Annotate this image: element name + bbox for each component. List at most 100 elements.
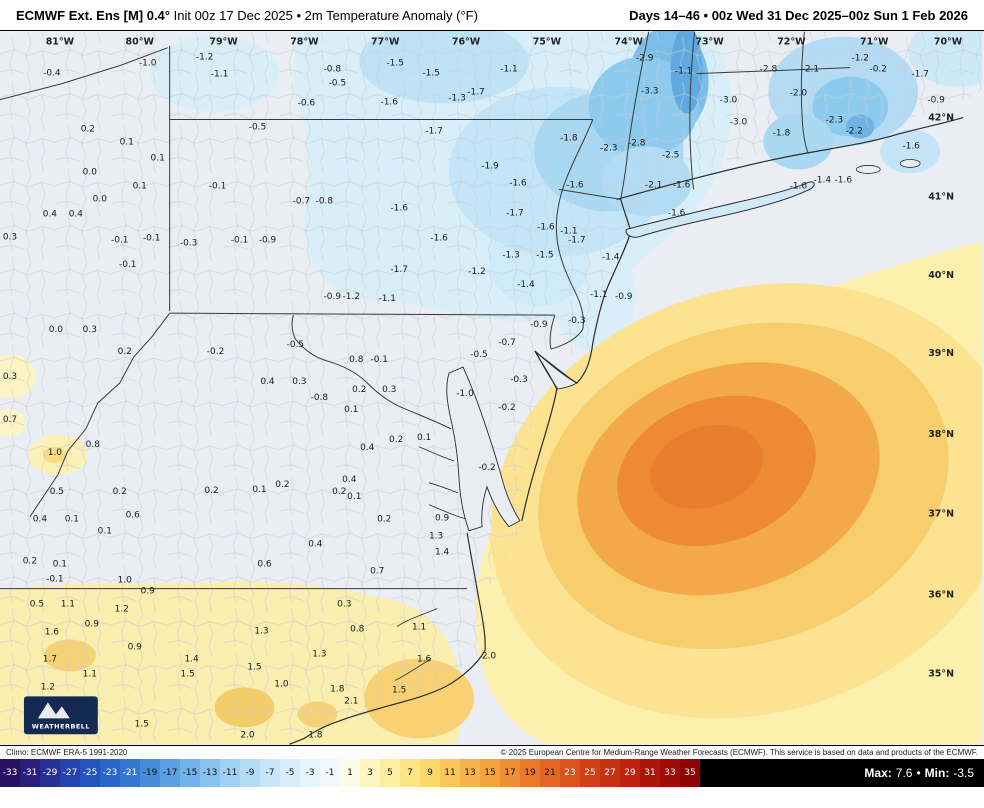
colorbar-tick: -27 xyxy=(60,759,80,787)
latitude-label: 37°N xyxy=(928,509,954,520)
init-subtitle: Init 00z 17 Dec 2025 • 2m Temperature An… xyxy=(170,7,478,23)
anomaly-value: 0.4 xyxy=(33,515,48,525)
anomaly-value: -0.1 xyxy=(231,235,249,245)
anomaly-value: 1.4 xyxy=(184,654,199,664)
anomaly-value: 0.8 xyxy=(86,440,101,450)
colorbar-tick: -33 xyxy=(0,759,20,787)
anomaly-value: -1.2 xyxy=(196,53,214,63)
climo-note: Climo: ECMWF ERA-5 1991-2020 xyxy=(6,748,128,757)
anomaly-value: 1.3 xyxy=(254,627,268,637)
longitude-label: 78°W xyxy=(290,37,319,48)
colorbar-tick: 1 xyxy=(340,759,360,787)
anomaly-value: 0.4 xyxy=(260,377,275,387)
anomaly-value: -1.6 xyxy=(673,180,691,190)
anomaly-value: 0.0 xyxy=(83,167,98,177)
colorbar-tick: 15 xyxy=(480,759,500,787)
valid-range-title: Days 14–46 • 00z Wed 31 Dec 2025–00z Sun… xyxy=(629,7,968,23)
anomaly-value: 0.2 xyxy=(204,486,218,496)
anomaly-value: 0.0 xyxy=(93,194,108,204)
anomaly-value: 0.1 xyxy=(347,492,361,502)
anomaly-value: 0.4 xyxy=(43,209,58,219)
anomaly-value: 1.2 xyxy=(115,605,129,615)
anomaly-value: -1.7 xyxy=(467,88,485,98)
anomaly-value: -2.2 xyxy=(846,127,864,137)
anomaly-value: -2.0 xyxy=(790,89,808,99)
anomaly-value: -0.9 xyxy=(259,235,277,245)
weatherbell-logo: WEATHERBELL xyxy=(23,696,98,735)
anomaly-value: 0.0 xyxy=(49,325,64,335)
longitude-label: 77°W xyxy=(371,37,400,48)
longitude-label: 70°W xyxy=(934,37,963,48)
ocean-warm-anomaly-blob xyxy=(475,241,982,745)
anomaly-value: -0.2 xyxy=(498,403,516,413)
colorbar-tick: -11 xyxy=(220,759,240,787)
anomaly-value: 0.9 xyxy=(128,642,143,652)
colorbar: -33 -31 -29 -27 -25 -23 -21 -19 -17 -15 -13 -11 -9 -7… xyxy=(0,759,984,787)
anomaly-value: -0.1 xyxy=(143,233,161,243)
anomaly-value: 0.9 xyxy=(85,620,100,630)
anomaly-value: 0.4 xyxy=(360,443,375,453)
anomaly-value: 0.3 xyxy=(382,385,396,395)
anomaly-value: -1.2 xyxy=(851,54,869,64)
colorbar-tick: 21 xyxy=(540,759,560,787)
max-min-stats: Max: 7.6 • Min: -3.5 xyxy=(700,759,984,787)
colorbar-tick: 35 xyxy=(680,759,700,787)
colorbar-tick: 23 xyxy=(560,759,580,787)
colorbar-tick: -19 xyxy=(140,759,160,787)
anomaly-value: 2.1 xyxy=(344,696,358,706)
anomaly-value: 1.0 xyxy=(118,576,133,586)
model-title: ECMWF Ext. Ens [M] 0.4° xyxy=(16,7,170,23)
anomaly-value: -1.6 xyxy=(835,175,853,185)
anomaly-value: 0.2 xyxy=(332,487,346,497)
colorbar-tick: -17 xyxy=(160,759,180,787)
anomaly-value: 1.1 xyxy=(61,600,75,610)
anomaly-value: -2.8 xyxy=(760,65,778,75)
anomaly-value: -1.2 xyxy=(343,292,361,302)
anomaly-value: -0.7 xyxy=(498,338,516,348)
anomaly-value: 0.2 xyxy=(118,347,132,357)
anomaly-value: 0.2 xyxy=(352,385,366,395)
latitude-label: 42°N xyxy=(928,113,954,124)
colorbar-tick: -23 xyxy=(100,759,120,787)
anomaly-value: 0.2 xyxy=(275,480,289,490)
anomaly-value: 1.1 xyxy=(412,623,426,633)
anomaly-value: -1.6 xyxy=(902,141,920,151)
anomaly-value: 0.4 xyxy=(308,540,323,550)
anomaly-value: -1.3 xyxy=(502,250,519,260)
anomaly-value: 0.3 xyxy=(3,372,17,382)
anomaly-value: 1.4 xyxy=(435,548,450,558)
latitude-label: 36°N xyxy=(928,590,954,601)
anomaly-value: -0.5 xyxy=(249,123,267,133)
colorbar-tick: 9 xyxy=(420,759,440,787)
anomaly-value: -0.9 xyxy=(615,292,633,302)
anomaly-value: -3.3 xyxy=(641,87,659,97)
longitude-label: 72°W xyxy=(777,37,806,48)
anomaly-value: -1.6 xyxy=(430,233,448,243)
anomaly-value: -0.5 xyxy=(329,79,347,89)
colorbar-tick: -3 xyxy=(300,759,320,787)
anomaly-value: 0.8 xyxy=(349,355,364,365)
anomaly-value: -1.0 xyxy=(139,59,157,69)
max-label: Max: xyxy=(864,766,892,780)
anomaly-value: 1.0 xyxy=(274,679,289,689)
anomaly-value: -1.2 xyxy=(468,267,486,277)
anomaly-value: 1.5 xyxy=(247,662,261,672)
anomaly-value: -1.1 xyxy=(560,226,578,236)
longitude-label: 81°W xyxy=(46,37,75,48)
colorbar-tick: -25 xyxy=(80,759,100,787)
anomaly-value: 0.8 xyxy=(350,625,365,635)
anomaly-value: 0.1 xyxy=(120,137,134,147)
longitude-label: 80°W xyxy=(126,37,155,48)
max-value: 7.6 xyxy=(895,766,913,780)
anomaly-value: -2.5 xyxy=(662,150,680,160)
anomaly-value: 1.2 xyxy=(41,682,55,692)
colorbar-tick: -31 xyxy=(20,759,40,787)
anomaly-value: -0.8 xyxy=(316,196,334,206)
colorbar-tick: 29 xyxy=(620,759,640,787)
copyright-note: © 2025 European Centre for Medium-Range … xyxy=(500,748,978,757)
anomaly-value: -0.8 xyxy=(324,65,342,75)
anomaly-value: 1.5 xyxy=(392,685,406,695)
anomaly-value: -3.0 xyxy=(720,96,738,106)
anomaly-value: -1.4 xyxy=(517,280,535,290)
